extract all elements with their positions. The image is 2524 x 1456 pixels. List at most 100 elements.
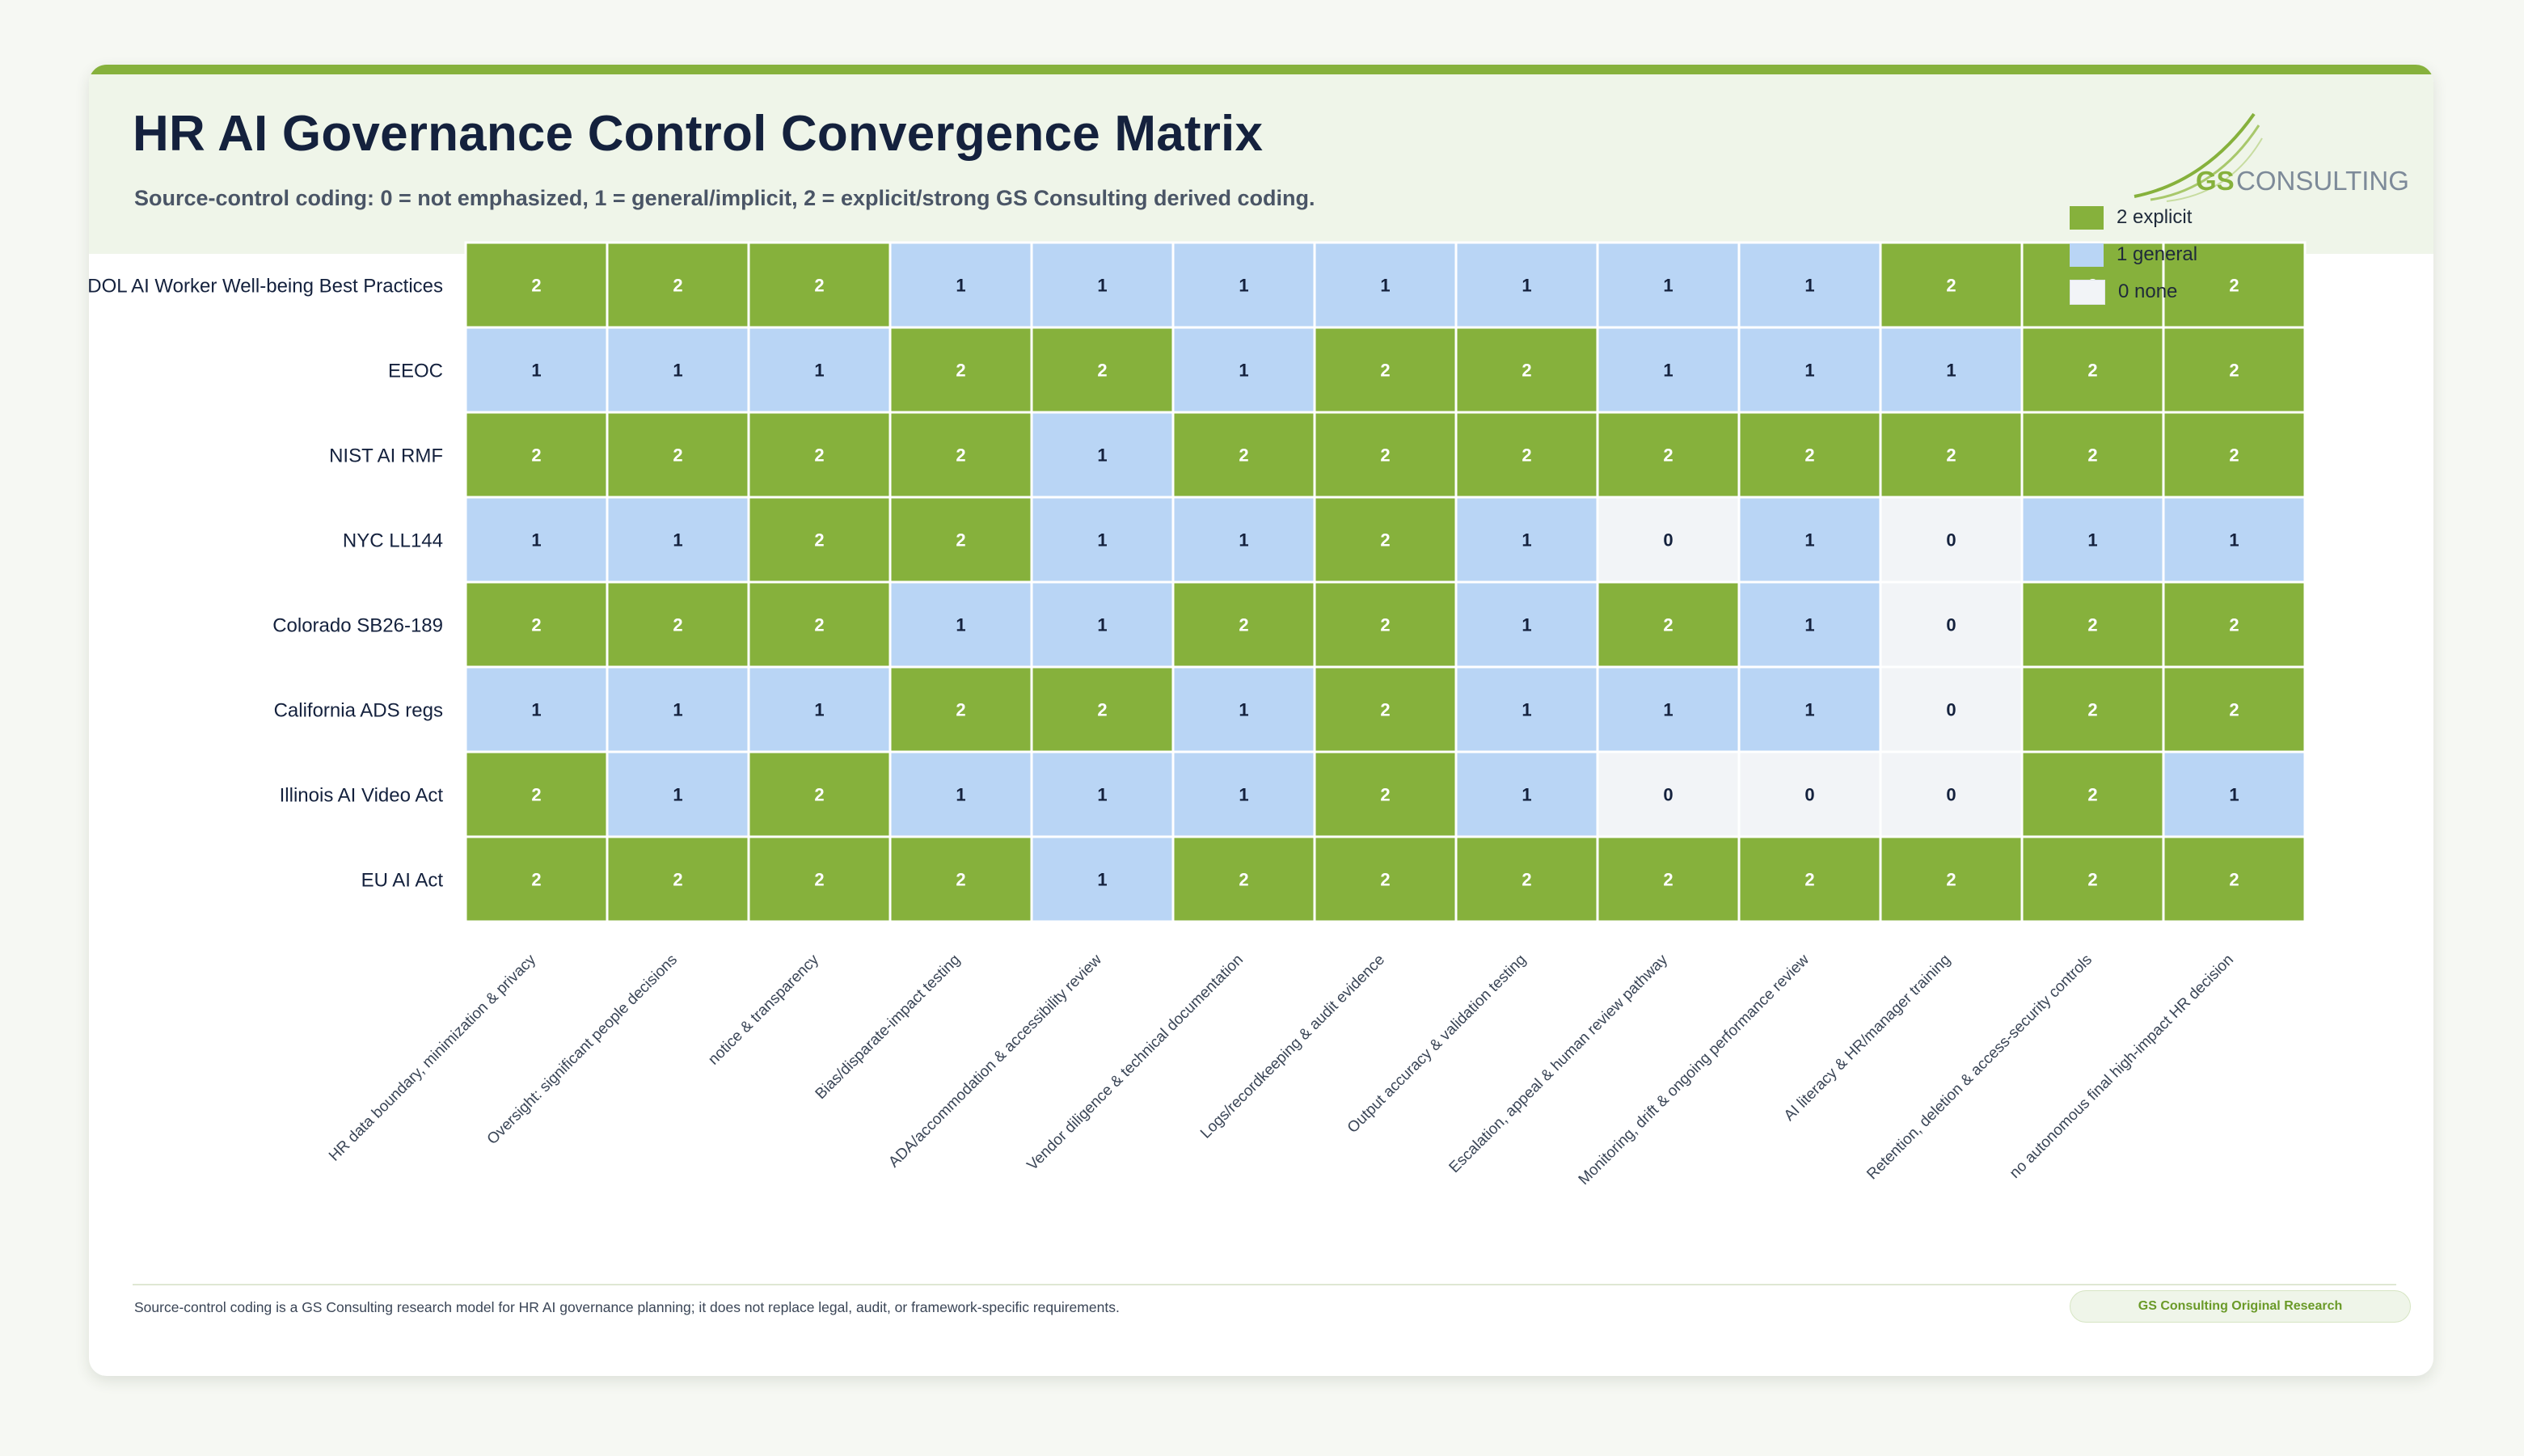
heatmap-cell-value: 2 [1380,361,1390,381]
heatmap-cell-value: 1 [673,700,682,720]
column-label: no autonomous final high-impact HR decis… [2007,952,2237,1182]
heatmap-cell-value: 1 [2087,530,2097,551]
heatmap-cell-value: 1 [673,530,682,551]
heatmap-cell [464,750,609,838]
heatmap-cell-value: 2 [673,276,682,296]
heatmap-cell-value: 2 [1804,445,1814,466]
heatmap-cell [2020,326,2165,414]
page-subtitle: Source-control coding: 0 = not emphasize… [134,186,1315,210]
heatmap-cell [2020,835,2165,923]
heatmap-cell-value: 1 [1522,615,1531,635]
heatmap-cell-value: 1 [956,615,965,635]
heatmap-cell-value: 2 [1380,870,1390,890]
heatmap-cell-value: 1 [1663,276,1673,296]
column-label: Monitoring, drift & ongoing performance … [1576,951,1813,1188]
heatmap-cell-value: 2 [1522,870,1531,890]
row-label: NYC LL144 [343,530,443,552]
legend-item: 0 none [2070,273,2197,310]
heatmap-cell-value: 0 [1804,785,1814,805]
column-label: AI literacy & HR/manager training [1781,952,1954,1125]
heatmap-cell-value: 2 [531,615,541,635]
heatmap-cell-value: 2 [2229,445,2239,466]
legend-item: 2 explicit [2070,199,2197,236]
heatmap-cell [1313,835,1458,923]
heatmap-cell [1879,750,2024,838]
heatmap-cell [1030,241,1175,329]
heatmap-cell [1030,665,1175,753]
heatmap-cell [2162,241,2307,329]
heatmap-cell [747,326,892,414]
footer-divider [133,1284,2396,1285]
column-label: Escalation, appeal & human review pathwa… [1446,951,1672,1176]
heatmap-cell [1737,750,1882,838]
heatmap-cell [2162,580,2307,669]
heatmap-cell [1879,241,2024,329]
heatmap-cell-value: 2 [2229,870,2239,890]
heatmap-cell [606,750,750,838]
heatmap-cell-value: 2 [1097,700,1107,720]
heatmap-cell-value: 2 [814,785,824,805]
heatmap-cell [888,411,1033,499]
heatmap-cell [1879,326,2024,414]
heatmap-cell-value: 2 [1239,615,1248,635]
heatmap-cell-value: 2 [2087,615,2097,635]
heatmap-cell [1030,835,1175,923]
heatmap-cell-value: 2 [531,870,541,890]
heatmap-cell-value: 2 [2229,700,2239,720]
heatmap-cell-value: 2 [2087,445,2097,466]
heatmap-cell-value: 1 [2229,785,2239,805]
heatmap-cell-value: 2 [2229,361,2239,381]
heatmap-cell [1313,411,1458,499]
heatmap-cell [2162,411,2307,499]
heatmap-cell [2162,835,2307,923]
row-label: Illinois AI Video Act [280,785,444,807]
heatmap-cell-value: 1 [1804,361,1814,381]
heatmap-cell-value: 1 [1522,785,1531,805]
heatmap-cell-value: 2 [531,445,541,466]
heatmap-chart: 2 2 2 1 1 1 1 1 1 1 2 2 2 1 1 1 2 2 1 2 2 1 1 1 2 2 2 2 2 2 1 2 2 2 2 2 2 2 2 1… [89,241,2307,1188]
heatmap-cell [606,496,750,584]
heatmap-cell [1737,411,1882,499]
heatmap-cell-value: 2 [814,870,824,890]
heatmap-cell [747,241,892,329]
heatmap-cell [1030,496,1175,584]
heatmap-cell [747,411,892,499]
heatmap-cell [1313,496,1458,584]
heatmap-cell-value: 2 [1239,445,1248,466]
heatmap-cell-value: 1 [1239,276,1248,296]
heatmap-cell-value: 2 [956,700,965,720]
heatmap-cell-value: 2 [1380,530,1390,551]
heatmap-cell-value: 1 [1097,615,1107,635]
heatmap-cell-value: 0 [1946,700,1956,720]
heatmap-cell [1454,496,1599,584]
heatmap-cell-value: 1 [531,361,541,381]
heatmap-cell [2162,496,2307,584]
heatmap-cell-value: 1 [1380,276,1390,296]
heatmap-cell-value: 0 [1946,530,1956,551]
row-label: California ADS regs [274,700,443,722]
heatmap-cell [1030,411,1175,499]
heatmap-cell-value: 2 [1239,870,1248,890]
heatmap-cell-value: 0 [1663,530,1673,551]
heatmap-cell-value: 2 [1804,870,1814,890]
heatmap-cell [1737,241,1882,329]
heatmap-cell-value: 1 [531,700,541,720]
column-label: Vendor diligence & technical documentati… [1024,952,1247,1175]
heatmap-cell-value: 2 [1380,700,1390,720]
legend-label: 0 none [2118,281,2178,302]
heatmap-cell-value: 1 [1804,615,1814,635]
heatmap-cell [1171,411,1316,499]
heatmap-cell-value: 2 [2087,785,2097,805]
logo-suffix: CONSULTING [2236,166,2409,196]
heatmap-cell [1879,496,2024,584]
heatmap-cell [2162,750,2307,838]
row-label: DOL AI Worker Well-being Best Practices [89,276,443,298]
heatmap-cell [1454,835,1599,923]
heatmap-cell-value: 2 [1522,361,1531,381]
heatmap-cell [1737,326,1882,414]
heatmap-cell-value: 1 [1097,870,1107,890]
heatmap-cell [464,326,609,414]
heatmap-cell [2162,665,2307,753]
heatmap-cell-value: 0 [1946,615,1956,635]
gs-consulting-logo: GS CONSULTING [2134,112,2409,202]
